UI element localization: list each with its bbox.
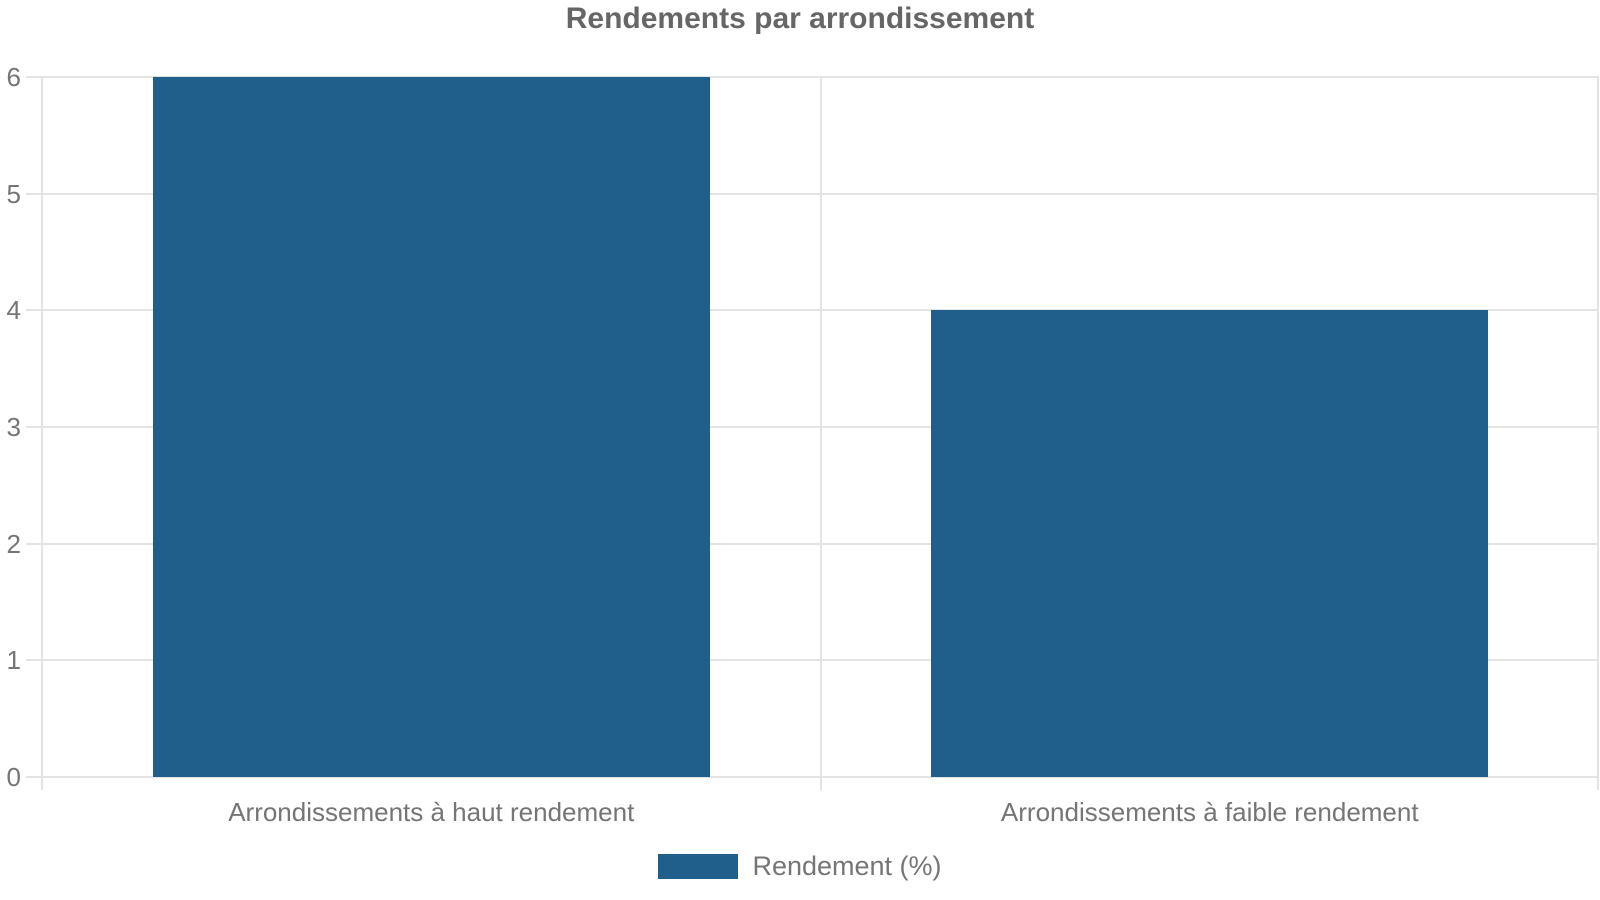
y-tick-label: 2	[6, 528, 21, 559]
chart-title: Rendements par arrondissement	[565, 2, 1035, 35]
y-axis-tick	[26, 309, 42, 312]
bar-1[interactable]	[152, 77, 710, 777]
y-tick-label: 0	[6, 762, 21, 792]
x-category-label: Arrondissements à haut rendement	[228, 797, 635, 827]
y-tick-label: 6	[6, 62, 21, 92]
legend-item[interactable]: Rendement (%)	[658, 851, 942, 882]
y-axis-tick	[26, 542, 42, 545]
y-axis-tick	[26, 76, 42, 78]
y-tick-label: 1	[6, 645, 21, 676]
y-axis-tick	[26, 776, 42, 778]
legend-swatch-icon	[658, 854, 739, 879]
y-tick-label: 3	[6, 412, 21, 442]
y-axis-tick	[26, 426, 42, 428]
gridline-vertical	[1597, 77, 1599, 790]
y-tick-label: 5	[6, 178, 21, 209]
legend-label: Rendement (%)	[752, 851, 942, 881]
gridline-vertical	[41, 77, 43, 790]
y-axis-tick	[26, 659, 42, 662]
x-category-label: Arrondissements à faible rendement	[1000, 797, 1419, 827]
y-axis-tick	[26, 192, 42, 195]
y-tick-label: 4	[6, 295, 21, 326]
legend: Rendement (%)	[0, 851, 1600, 882]
gridline-vertical	[819, 77, 822, 790]
bar-2[interactable]	[931, 310, 1489, 777]
